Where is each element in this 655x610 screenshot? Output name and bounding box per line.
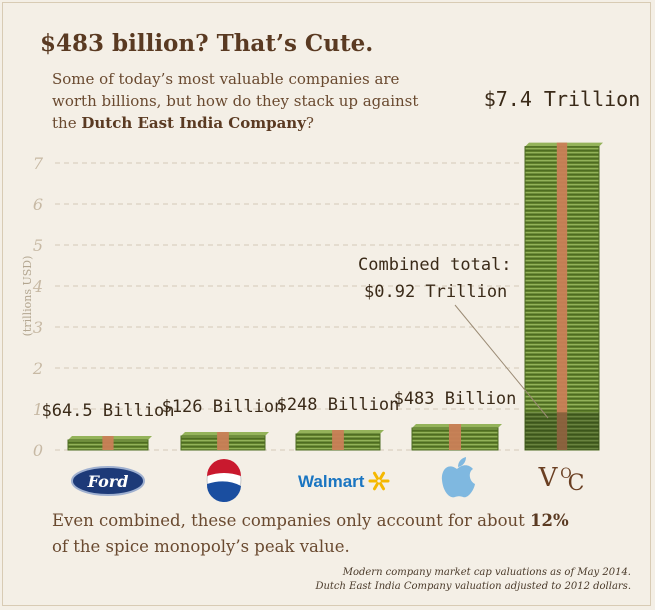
bar-band: [217, 432, 229, 450]
value-label: $7.4 Trillion: [484, 87, 641, 111]
money-stack-4: [411, 424, 502, 451]
voc-logo-v: V: [538, 463, 559, 493]
note-line-1: Modern company market cap valuations as …: [342, 567, 631, 578]
y-tick-label: 2: [32, 359, 43, 378]
money-stack-3: [295, 430, 384, 451]
walmart-logo: Walmart: [298, 471, 390, 491]
bar-band: [556, 142, 568, 450]
y-tick-label: 4: [32, 277, 43, 296]
bar-band: [448, 424, 462, 450]
chart-title: $483 billion? That’s Cute.: [40, 30, 374, 57]
subtitle-end: ?: [305, 114, 314, 132]
note-line-2: Dutch East India Company valuation adjus…: [315, 581, 631, 592]
y-tick-label: 1: [33, 400, 43, 419]
bar-band: [332, 430, 344, 450]
money-stack-2: [180, 432, 269, 451]
source-notes: Modern company market cap valuations as …: [315, 566, 631, 594]
combined-highlight: [525, 412, 599, 450]
pepsi-logo: [206, 459, 242, 503]
y-tick-label: 7: [33, 154, 44, 173]
subtitle-text: Some of today’s most valuable companies …: [52, 70, 419, 132]
footer-text: Even combined, these companies only acco…: [52, 508, 592, 560]
voc-logo-c: C: [568, 471, 585, 496]
ford-logo: Ford: [71, 466, 145, 496]
ford-logo-text: Ford: [87, 472, 129, 491]
money-stack-5: [524, 142, 603, 451]
value-label: $248 Billion: [277, 395, 400, 415]
voc-logo-o: O: [560, 466, 571, 482]
walmart-logo-text: Walmart: [298, 472, 365, 491]
value-label: $64.5 Billion: [41, 401, 174, 421]
voc-logo: V OC: [538, 463, 585, 496]
value-label: $483 Billion: [394, 389, 517, 409]
combined-pointer-line: [454, 304, 549, 419]
bar-band: [102, 436, 114, 450]
combined-label-line2: $0.92 Trillion: [364, 282, 507, 302]
footer-text-main: Even combined, these companies only acco…: [52, 511, 525, 530]
footer-text-end: of the spice monopoly’s peak value.: [52, 537, 350, 556]
subtitle-bold: Dutch East India Company: [81, 114, 306, 132]
footer-percent: 12%: [530, 511, 569, 530]
apple-logo: [441, 457, 475, 498]
y-tick-label: 0: [33, 441, 43, 460]
y-tick-label: 3: [33, 318, 43, 337]
combined-label-line1: Combined total:: [358, 255, 512, 275]
y-tick-label: 5: [33, 236, 43, 255]
y-axis-label: (trillions USD): [21, 256, 34, 337]
y-tick-label: 6: [33, 195, 43, 214]
chart-subtitle: Some of today’s most valuable companies …: [52, 68, 432, 134]
value-label: $126 Billion: [162, 397, 285, 417]
money-stack-1: [67, 436, 152, 451]
